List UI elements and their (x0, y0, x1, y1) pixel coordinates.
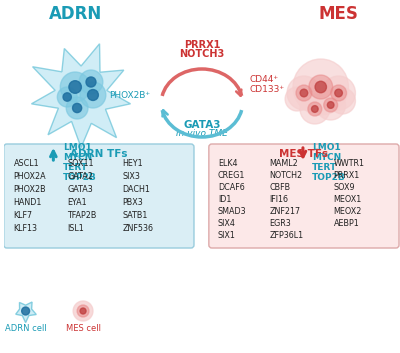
Text: SATB1: SATB1 (123, 211, 148, 220)
Text: ZNF536: ZNF536 (123, 224, 154, 233)
Text: TFAP2B: TFAP2B (67, 211, 96, 220)
Text: AEBP1: AEBP1 (334, 219, 359, 228)
Text: EGR3: EGR3 (269, 219, 291, 228)
Circle shape (330, 88, 356, 114)
Circle shape (322, 76, 356, 110)
Text: CD133⁺: CD133⁺ (250, 85, 284, 95)
Text: SIX1: SIX1 (218, 231, 236, 240)
Text: PRRX1: PRRX1 (334, 171, 360, 180)
Circle shape (86, 77, 96, 87)
Text: SIX3: SIX3 (123, 172, 140, 181)
Text: ELK4: ELK4 (218, 159, 237, 168)
Circle shape (79, 70, 103, 94)
Text: MYCN: MYCN (63, 154, 92, 162)
Text: MEOX1: MEOX1 (334, 195, 362, 204)
Text: ADRN: ADRN (48, 5, 102, 23)
Circle shape (77, 305, 89, 317)
Circle shape (73, 301, 93, 321)
Text: ID1: ID1 (218, 195, 231, 204)
Text: SMAD3: SMAD3 (218, 207, 246, 216)
Text: HEY1: HEY1 (123, 159, 143, 168)
Text: SOX9: SOX9 (334, 183, 355, 192)
Text: PHOX2B: PHOX2B (14, 185, 46, 194)
Text: DACH1: DACH1 (123, 185, 150, 194)
Text: ZNF217: ZNF217 (269, 207, 300, 216)
Circle shape (57, 87, 77, 107)
Text: ZFP36L1: ZFP36L1 (269, 231, 303, 240)
Text: MYCN: MYCN (312, 154, 341, 162)
Circle shape (300, 89, 308, 97)
Text: LMO1: LMO1 (312, 144, 341, 152)
Text: ISL1: ISL1 (67, 224, 84, 233)
Text: IFI16: IFI16 (269, 195, 288, 204)
Circle shape (327, 102, 334, 108)
Circle shape (80, 82, 106, 108)
Text: PHOX2A: PHOX2A (14, 172, 46, 181)
FancyBboxPatch shape (4, 144, 194, 248)
Circle shape (335, 89, 342, 97)
Text: CREG1: CREG1 (218, 171, 245, 180)
Text: SIX4: SIX4 (218, 219, 236, 228)
Circle shape (316, 90, 346, 120)
Text: PRRX1: PRRX1 (184, 40, 220, 50)
Circle shape (72, 103, 82, 113)
Text: NOTCH2: NOTCH2 (269, 171, 302, 180)
Text: WWTR1: WWTR1 (334, 159, 365, 168)
Text: ADRN TFs: ADRN TFs (70, 149, 128, 159)
Text: MES: MES (319, 5, 358, 23)
Circle shape (324, 98, 338, 112)
Text: MES TFs: MES TFs (279, 149, 328, 159)
Polygon shape (16, 302, 36, 323)
Text: GATA3: GATA3 (67, 185, 93, 194)
Text: TOP2B: TOP2B (63, 174, 97, 183)
Circle shape (312, 106, 318, 112)
Circle shape (309, 75, 333, 99)
Text: NOTCH3: NOTCH3 (179, 49, 224, 59)
Circle shape (80, 308, 86, 314)
Circle shape (300, 94, 330, 124)
Circle shape (69, 81, 81, 93)
Circle shape (63, 93, 71, 101)
Text: In vivo TME: In vivo TME (176, 130, 228, 138)
Circle shape (308, 102, 322, 116)
Text: TERT: TERT (312, 163, 337, 173)
Polygon shape (32, 44, 130, 148)
Text: CD44⁺: CD44⁺ (250, 76, 278, 84)
FancyBboxPatch shape (209, 144, 399, 248)
Text: GATA2: GATA2 (67, 172, 93, 181)
Text: CBFB: CBFB (269, 183, 290, 192)
Text: TOP2B: TOP2B (312, 174, 346, 183)
Text: LMO1: LMO1 (63, 144, 92, 152)
Text: MES cell: MES cell (66, 324, 100, 333)
Circle shape (296, 85, 312, 101)
Text: MEOX2: MEOX2 (334, 207, 362, 216)
Circle shape (60, 72, 90, 102)
Circle shape (285, 87, 309, 111)
Text: TERT: TERT (63, 163, 88, 173)
Text: ADRN cell: ADRN cell (5, 324, 46, 333)
Text: MAML2: MAML2 (269, 159, 298, 168)
Text: PHOX2B⁺: PHOX2B⁺ (109, 91, 150, 101)
Text: ASCL1: ASCL1 (14, 159, 39, 168)
Text: DCAF6: DCAF6 (218, 183, 244, 192)
Text: GATA3: GATA3 (183, 120, 221, 130)
Circle shape (88, 90, 98, 101)
Text: KLF13: KLF13 (14, 224, 38, 233)
Circle shape (66, 97, 88, 119)
Text: EYA1: EYA1 (67, 198, 87, 207)
Text: HAND1: HAND1 (14, 198, 42, 207)
Circle shape (315, 81, 326, 93)
Circle shape (22, 307, 30, 315)
Circle shape (293, 59, 348, 115)
Circle shape (331, 85, 346, 101)
Text: SOX11: SOX11 (67, 159, 94, 168)
Text: PBX3: PBX3 (123, 198, 144, 207)
Circle shape (287, 76, 321, 110)
Text: KLF7: KLF7 (14, 211, 33, 220)
